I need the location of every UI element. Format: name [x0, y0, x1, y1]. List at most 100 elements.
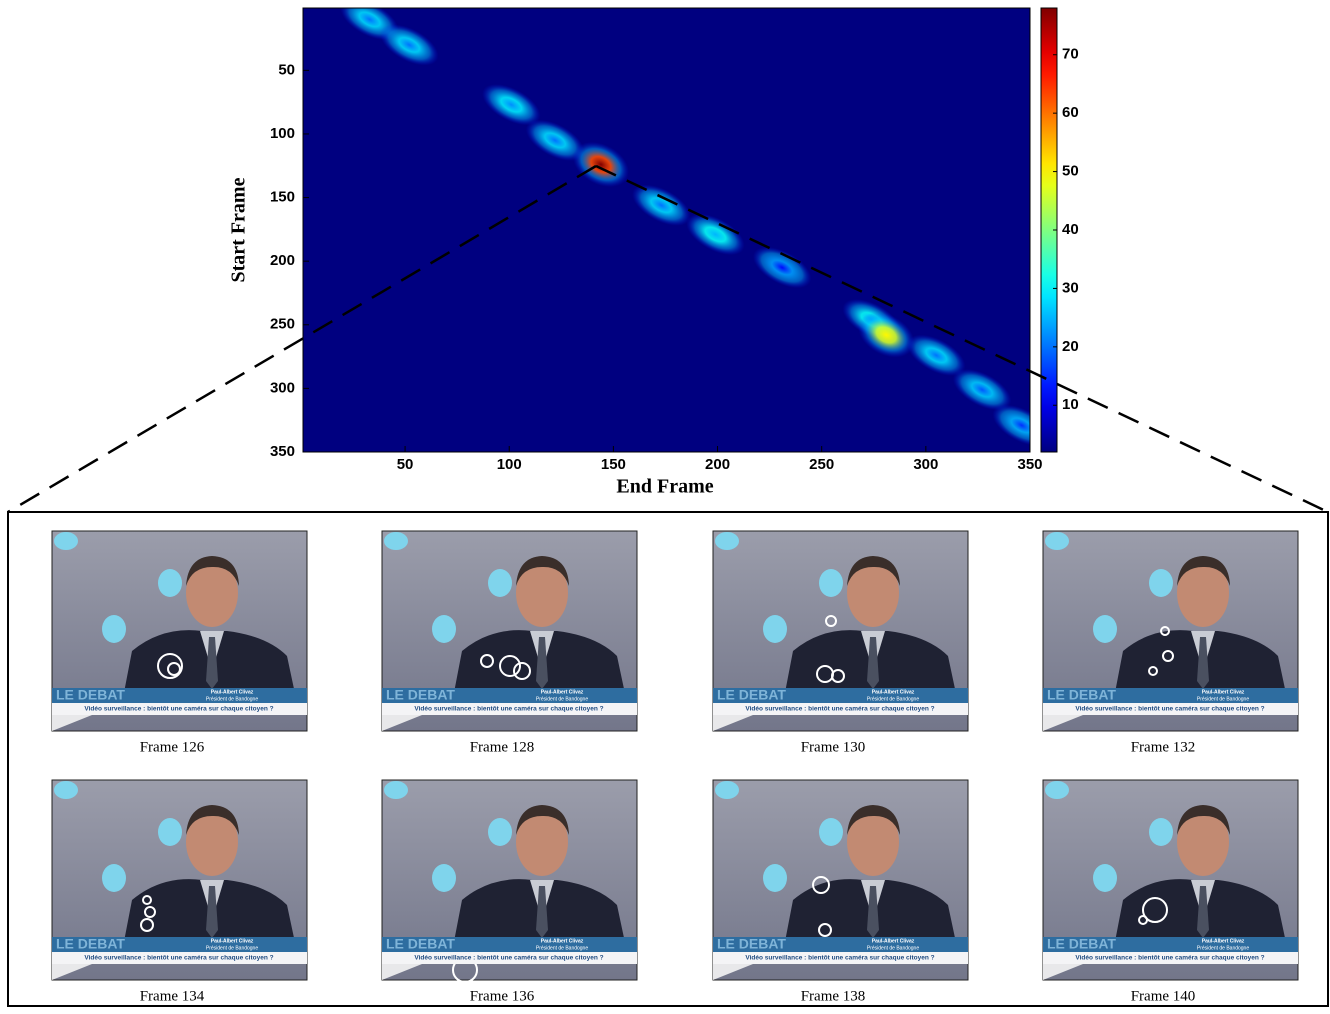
corner-shade	[382, 715, 422, 731]
frame-label: Frame 126	[140, 739, 205, 755]
feature-marker	[499, 655, 521, 677]
heat-blob	[525, 119, 585, 161]
y-tick-label: 100	[270, 125, 295, 142]
banner	[382, 688, 637, 703]
backdrop-shape	[763, 864, 787, 892]
banner	[52, 937, 307, 952]
caption-strip	[382, 703, 637, 715]
caption: Vidéo surveillance : bientôt une caméra …	[414, 706, 603, 713]
caption: Vidéo surveillance : bientôt une caméra …	[84, 706, 273, 713]
corner-shade	[52, 715, 92, 731]
heat-blob	[858, 312, 915, 358]
feature-marker	[1142, 897, 1168, 923]
backdrop-shape	[715, 781, 739, 799]
caption: Vidéo surveillance : bientôt une caméra …	[1075, 955, 1264, 962]
person-tie	[536, 637, 548, 689]
backdrop-shape	[102, 864, 126, 892]
banner-title: LE DEBAT	[1047, 936, 1116, 952]
feature-marker	[831, 669, 845, 683]
feature-marker	[812, 876, 830, 894]
person-hair	[1177, 556, 1230, 586]
heat-blob	[686, 213, 745, 256]
frame-label: Frame 136	[470, 988, 535, 1004]
backdrop-shape	[432, 864, 456, 892]
x-tick-label: 150	[601, 456, 626, 473]
frame-label: Frame 128	[470, 739, 535, 755]
y-tick-label: 250	[270, 316, 295, 333]
banner-title: LE DEBAT	[717, 936, 786, 952]
colorbar-tick-label: 40	[1062, 221, 1079, 238]
feature-marker	[1160, 626, 1170, 636]
banner-name: Paul-Albert Clivaz	[872, 689, 915, 695]
feature-marker	[818, 923, 832, 937]
heat-blob	[632, 184, 691, 226]
backdrop-shape	[1093, 864, 1117, 892]
backdrop-shape	[384, 781, 408, 799]
feature-marker	[142, 895, 152, 905]
x-tick-label: 200	[705, 456, 730, 473]
heat-blob	[992, 404, 1030, 446]
y-tick-label: 50	[278, 61, 295, 78]
backdrop-shape	[488, 569, 512, 597]
banner	[382, 937, 637, 952]
caption-strip	[1043, 703, 1298, 715]
x-axis-label: End Frame	[616, 476, 713, 498]
colorbar-tick-label: 10	[1062, 396, 1079, 413]
person-tie	[1197, 886, 1209, 938]
heat-blob	[952, 369, 1012, 411]
banner-title: LE DEBAT	[1047, 687, 1116, 703]
banner-name: Paul-Albert Clivaz	[211, 689, 254, 695]
y-axis-label: Start Frame	[228, 177, 250, 282]
caption-strip	[382, 952, 637, 964]
person-hair	[186, 805, 239, 835]
person-hair	[847, 805, 900, 835]
corner-shade	[713, 964, 753, 980]
banner-title: LE DEBAT	[56, 936, 125, 952]
feature-marker	[825, 615, 837, 627]
caption: Vidéo surveillance : bientôt une caméra …	[745, 955, 934, 962]
x-tick-label: 250	[809, 456, 834, 473]
colorbar-tick-label: 70	[1062, 46, 1079, 63]
person-tie	[536, 886, 548, 938]
banner-role: Président de Bandogne	[1197, 945, 1249, 951]
corner-shade	[713, 715, 753, 731]
banner	[713, 937, 968, 952]
heatmap-background	[303, 8, 1030, 452]
y-tick-label: 300	[270, 379, 295, 396]
feature-marker	[157, 653, 183, 679]
person-head	[516, 559, 568, 627]
heat-blob	[752, 246, 812, 289]
banner	[1043, 937, 1298, 952]
zoom-line	[7, 164, 597, 514]
zoom-box	[7, 511, 1329, 1007]
person-tie	[206, 637, 218, 689]
person-head	[847, 808, 899, 876]
y-tick-label: 200	[270, 252, 295, 269]
person-head	[186, 559, 238, 627]
caption: Vidéo surveillance : bientôt une caméra …	[414, 955, 603, 962]
backdrop-shape	[1149, 818, 1173, 846]
banner-name: Paul-Albert Clivaz	[872, 938, 915, 944]
banner-role: Président de Bandogne	[536, 945, 588, 951]
banner	[52, 688, 307, 703]
banner-name: Paul-Albert Clivaz	[1202, 689, 1245, 695]
caption-strip	[713, 952, 968, 964]
banner	[1043, 688, 1298, 703]
banner-name: Paul-Albert Clivaz	[211, 938, 254, 944]
person-hair	[1177, 805, 1230, 835]
backdrop-shape	[1045, 532, 1069, 550]
colorbar-tick-label: 60	[1062, 104, 1079, 121]
backdrop-shape	[1149, 569, 1173, 597]
feature-marker	[144, 906, 156, 918]
x-tick-label: 350	[1017, 456, 1042, 473]
banner-role: Président de Bandogne	[206, 945, 258, 951]
x-tick-label: 100	[497, 456, 522, 473]
banner-role: Président de Bandogne	[536, 696, 588, 702]
